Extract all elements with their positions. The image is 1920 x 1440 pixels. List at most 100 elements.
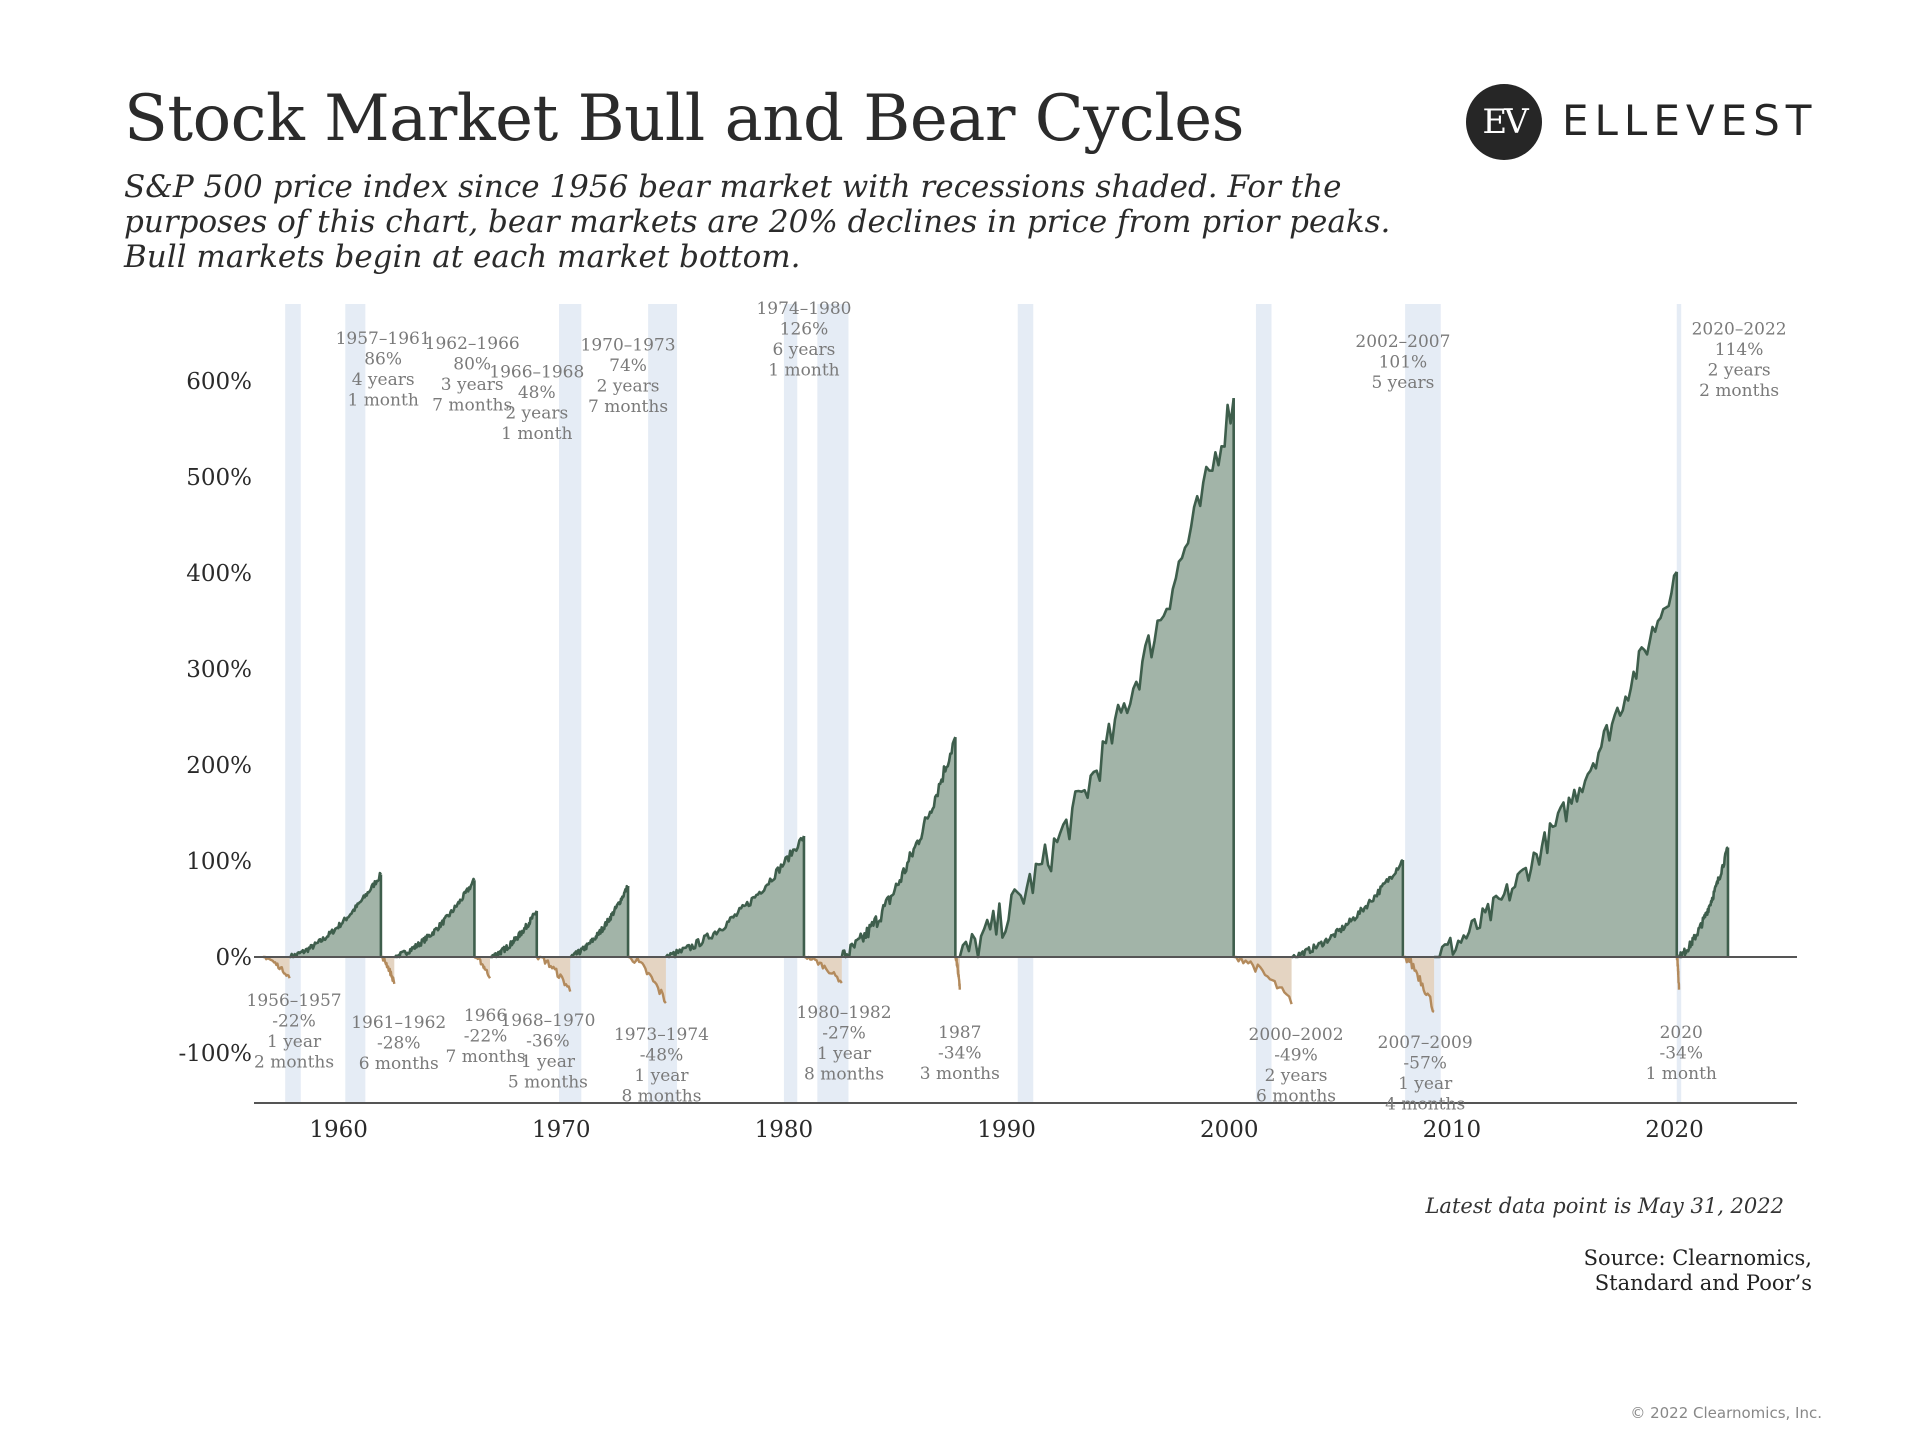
annotation-line: 2 years <box>505 404 568 424</box>
annotation-line: -36% <box>526 1032 570 1052</box>
recession-band-6 <box>817 304 849 1103</box>
annotation-line: 1966–1968 <box>489 363 584 383</box>
annotation-line: 2020 <box>1660 1023 1703 1043</box>
annotation-line: 2020–2022 <box>1692 319 1787 339</box>
bear-line-2000–2002 <box>1233 955 1293 1005</box>
annotation-line: 86% <box>364 350 402 370</box>
annotation-line: 3 months <box>920 1064 1000 1084</box>
recession-band-3 <box>559 304 582 1103</box>
recession-band-10 <box>1676 304 1682 1103</box>
annotation-line: 1 year <box>634 1066 689 1086</box>
annotation-line: 4 years <box>352 370 415 390</box>
bear-annotation-3: 1966-22%7 months <box>446 1006 526 1067</box>
annotation-line: 1 month <box>768 361 839 381</box>
y-tick-label: -100% <box>178 1041 252 1067</box>
bear-line-1980–1982 <box>804 955 843 984</box>
annotation-line: 6 months <box>359 1054 439 1074</box>
annotation-line: 2 months <box>254 1053 334 1073</box>
annotation-line: 101% <box>1379 352 1428 372</box>
latest-data-note: Latest data point is May 31, 2022 <box>1425 1194 1784 1218</box>
annotation-line: 80% <box>453 354 491 374</box>
annotation-line: -49% <box>1274 1046 1318 1066</box>
annotation-line: -22% <box>272 1012 316 1032</box>
annotation-line: -48% <box>640 1046 684 1066</box>
source-note: Source: Clearnomics, Standard and Poor’s <box>1584 1246 1812 1296</box>
recession-band-2 <box>345 304 366 1103</box>
bull-area-1987–2000 <box>959 398 1234 958</box>
bear-annotation-10: 2020-34%1 month <box>1646 1023 1717 1084</box>
annotation-line: -34% <box>1659 1044 1703 1064</box>
bull-area-1974–1980 <box>665 836 804 958</box>
annotation-line: 2 years <box>1265 1066 1328 1086</box>
chart-subtitle: S&P 500 price index since 1956 bear mark… <box>124 169 1391 275</box>
annotation-line: 114% <box>1715 340 1764 360</box>
y-tick-label: 300% <box>186 657 252 683</box>
bull-area-1957–1961 <box>289 873 381 958</box>
x-tick-label: 2010 <box>1423 1117 1482 1143</box>
annotation-line: 8 months <box>621 1087 701 1107</box>
annotation-line: 7 months <box>432 395 512 415</box>
annotation-line: 6 years <box>773 340 836 360</box>
annotation-line: 2002–2007 <box>1355 332 1450 352</box>
bull-area-1982–1987 <box>841 737 956 958</box>
bear-area-1956–1957 <box>262 957 290 979</box>
annotation-line: 1 month <box>1646 1064 1717 1084</box>
y-tick-label: 500% <box>186 465 252 491</box>
annotation-line: 5 months <box>508 1073 588 1093</box>
annotation-line: 74% <box>609 356 647 376</box>
bear-area-1968–1970 <box>536 957 571 992</box>
annotation-line: 1 year <box>1398 1074 1453 1094</box>
y-tick-label: 200% <box>186 753 252 779</box>
annotation-line: 2 years <box>597 377 660 397</box>
recession-bands <box>285 304 1682 1103</box>
bull-area-2009–2020 <box>1434 571 1677 958</box>
annotation-line: 48% <box>518 383 556 403</box>
bull-area-2020–2022 <box>1679 847 1728 958</box>
bear-area-1966 <box>474 957 490 979</box>
annotation-line: 3 years <box>441 375 504 395</box>
annotation-line: -34% <box>938 1044 982 1064</box>
annotation-line: -28% <box>377 1034 421 1054</box>
annotation-line: 1962–1966 <box>425 334 520 354</box>
source-line-2: Standard and Poor’s <box>1594 1271 1812 1295</box>
annotation-line: 1980–1982 <box>797 1003 892 1023</box>
x-tick-label: 1970 <box>532 1117 591 1143</box>
bull-line-2009–2020 <box>1434 571 1678 959</box>
annotation-line: 7 months <box>588 397 668 417</box>
annotation-line: 1966 <box>464 1006 507 1026</box>
annotation-line: 1968–1970 <box>500 1011 595 1031</box>
y-tick-label: 400% <box>186 561 252 587</box>
ellevest-wordmark: ELLEVEST <box>1562 96 1818 145</box>
y-tick-label: 600% <box>186 369 252 395</box>
annotation-line: 1 month <box>347 391 418 411</box>
annotation-line: -57% <box>1403 1054 1447 1074</box>
annotation-line: 2007–2009 <box>1378 1033 1473 1053</box>
annotation-line: 126% <box>780 320 829 340</box>
bull-area-2002–2007 <box>1291 860 1403 958</box>
annotation-line: -22% <box>464 1027 508 1047</box>
bull-bear-chart: 600% 500% 400% 300% 200% 100% 0% -100% 1960 1970 1… <box>178 299 1797 1143</box>
recession-band-7 <box>1017 304 1034 1103</box>
copyright-text: © 2022 Clearnomics, Inc. <box>1630 1404 1822 1422</box>
bull-line-1982–1987 <box>840 736 957 959</box>
recession-band-1 <box>285 304 301 1103</box>
bull-line-1962–1966 <box>393 877 476 959</box>
chart-axes: 600% 500% 400% 300% 200% 100% 0% -100% 1960 1970 1… <box>178 369 1797 1143</box>
bear-area-1980–1982 <box>804 957 842 983</box>
bull-area-1970–1973 <box>570 886 629 958</box>
annotation-line: 1974–1980 <box>756 299 851 319</box>
x-tick-label: 2000 <box>1200 1117 1259 1143</box>
bear-line-1956–1957 <box>262 955 291 979</box>
annotation-line: 1970–1973 <box>581 336 676 356</box>
bear-annotation-2: 1961–1962-28%6 months <box>351 1013 446 1074</box>
bear-area-2007–2009 <box>1402 957 1435 1012</box>
bear-line-1987 <box>954 955 961 990</box>
